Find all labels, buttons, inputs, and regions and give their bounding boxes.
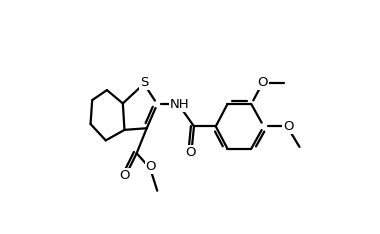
Text: O: O	[257, 76, 268, 89]
Text: O: O	[283, 120, 293, 133]
Text: S: S	[140, 76, 148, 89]
Text: O: O	[146, 160, 156, 173]
Text: O: O	[119, 169, 130, 182]
Text: O: O	[185, 146, 195, 159]
Text: NH: NH	[169, 98, 189, 111]
